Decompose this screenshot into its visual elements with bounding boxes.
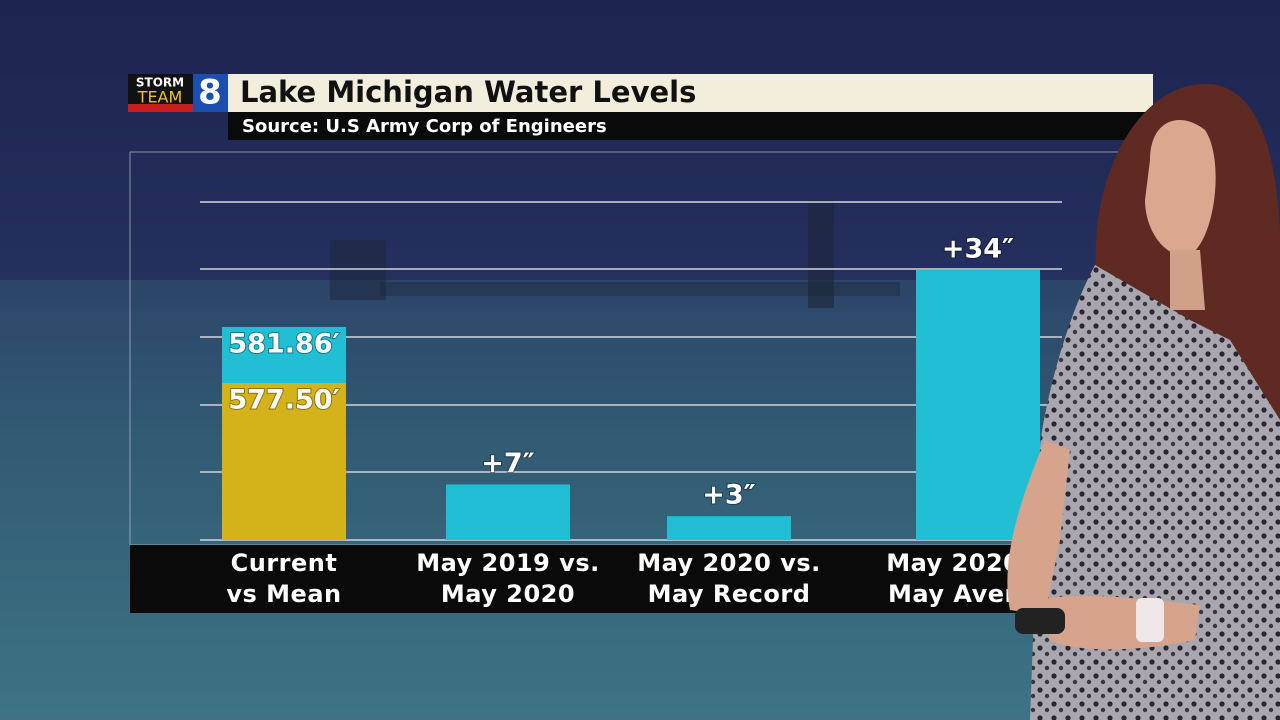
- logo-line2: TEAM: [137, 88, 183, 107]
- value-label: 581.86′: [228, 329, 339, 360]
- value-label: 577.50′: [228, 385, 339, 416]
- value-label: +3″: [702, 480, 755, 511]
- chart-subtitle: Source: U.S Army Corp of Engineers: [242, 116, 607, 137]
- bar: [222, 383, 346, 540]
- category-label: May 2019 vs. May 2020: [416, 549, 600, 608]
- logo-number: 8: [198, 73, 222, 113]
- category-strip: [130, 545, 1150, 613]
- plot: 581.86′ 577.50′ +7″ +3″ +34″: [222, 233, 1040, 540]
- title-bar: [228, 74, 1153, 112]
- bar: [446, 484, 570, 540]
- bar: [667, 516, 791, 540]
- lighthouse: [808, 200, 834, 308]
- category-label: Current vs Mean: [226, 549, 342, 608]
- subtitle-bar: [228, 112, 1153, 140]
- logo-line1: STORM: [136, 76, 184, 90]
- bar: [916, 270, 1040, 540]
- category-label: May 2020 vs. May Average: [886, 549, 1070, 608]
- value-label: +34″: [942, 234, 1014, 265]
- chart-title: Lake Michigan Water Levels: [240, 75, 696, 109]
- logo-number-box: [193, 74, 228, 112]
- water: [0, 280, 1280, 720]
- category-label: May 2020 vs. May Record: [637, 549, 821, 608]
- value-label: +7″: [481, 448, 534, 479]
- pier: [380, 282, 900, 296]
- logo-stripe: [128, 104, 198, 112]
